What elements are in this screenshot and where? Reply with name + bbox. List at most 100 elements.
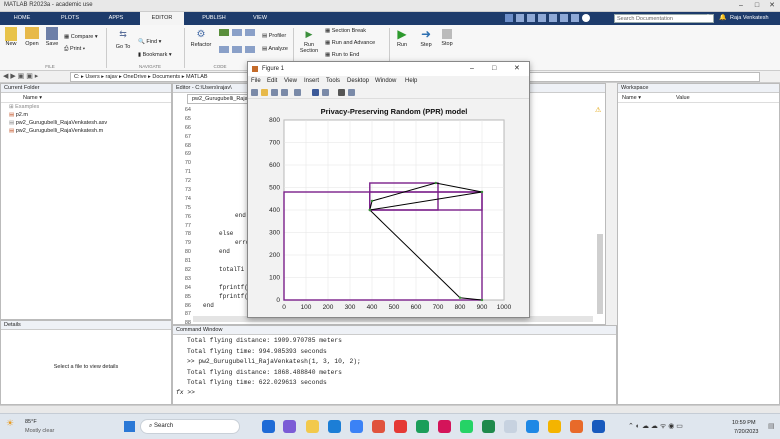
menu-insert[interactable]: Insert: [304, 78, 320, 84]
section-break-button[interactable]: ▦ Section Break: [325, 28, 366, 34]
widgets-icon[interactable]: [262, 420, 275, 433]
print-icon[interactable]: [281, 89, 288, 96]
store-icon[interactable]: [350, 420, 363, 433]
weather-icon[interactable]: ☀: [6, 418, 15, 428]
notification-icon[interactable]: 🔔: [719, 15, 727, 21]
vscode-icon[interactable]: [526, 420, 539, 433]
stop-button[interactable]: Stop: [438, 27, 456, 47]
code-line[interactable]: else: [219, 230, 234, 237]
app-icon[interactable]: [482, 420, 495, 433]
horizontal-scrollbar[interactable]: [193, 316, 593, 322]
word-icon[interactable]: [592, 420, 605, 433]
back-icon[interactable]: ◀ ▶ ▣ ▣ ▸: [3, 73, 39, 80]
taskbar-search[interactable]: ⌕ Search: [140, 419, 240, 434]
fx-icon[interactable]: [232, 29, 242, 36]
code-line[interactable]: erro: [235, 239, 250, 246]
figure-window[interactable]: Figure 1 – □ ✕ File Edit View Insert Too…: [247, 61, 530, 318]
code-line[interactable]: fprintf(: [219, 284, 248, 291]
clock-date[interactable]: 7/20/2023: [734, 429, 759, 435]
vertical-scrollbar[interactable]: [597, 234, 603, 314]
close-button[interactable]: ✕: [514, 65, 520, 72]
compare-button[interactable]: ▦ Compare ▾: [64, 34, 98, 40]
tab-editor[interactable]: EDITOR: [140, 12, 184, 25]
editor-tab[interactable]: pw2_Gurugubelli_Raja: [187, 94, 253, 104]
minimize-button[interactable]: –: [470, 65, 474, 72]
run-button[interactable]: ▶ Run: [393, 27, 411, 48]
menu-desktop[interactable]: Desktop: [347, 78, 370, 84]
system-tray-icons[interactable]: ⌃ ◐ ☁ ☁ ᯤ ◉ ▭: [628, 423, 683, 430]
chrome-icon[interactable]: [548, 420, 561, 433]
tab-view[interactable]: VIEW: [252, 15, 268, 21]
tab-plots[interactable]: PLOTS: [60, 15, 80, 21]
new-figure-icon[interactable]: [251, 89, 258, 96]
weather-temp[interactable]: 85°F: [25, 419, 37, 425]
search-input[interactable]: Search Documentation: [614, 14, 714, 23]
step-button[interactable]: ➜ Step: [416, 27, 436, 48]
matlab-icon[interactable]: [570, 420, 583, 433]
smart-indent-icon[interactable]: [245, 45, 255, 53]
property-icon[interactable]: [348, 89, 355, 96]
teams-icon[interactable]: [283, 420, 296, 433]
code-line[interactable]: end: [235, 212, 246, 219]
clock-time[interactable]: 10:59 PM: [732, 420, 756, 426]
code-line[interactable]: end: [219, 248, 230, 255]
colorbar-icon[interactable]: [312, 89, 319, 96]
file-explorer-icon[interactable]: [306, 420, 319, 433]
open-button[interactable]: Open: [22, 27, 42, 47]
edge-icon[interactable]: [328, 420, 341, 433]
list-item[interactable]: ▤ pw2_Gurugubelli_RajaVenkatesh.m: [1, 127, 171, 135]
menu-edit[interactable]: Edit: [267, 78, 278, 84]
open-icon[interactable]: [261, 89, 268, 96]
indent-icon[interactable]: [219, 45, 229, 53]
legend-icon[interactable]: [322, 89, 329, 96]
crumb[interactable]: OneDrive: [123, 74, 147, 80]
save-icon[interactable]: [271, 89, 278, 96]
col-value[interactable]: Value: [676, 95, 690, 101]
pointer-icon[interactable]: [338, 89, 345, 96]
undo-icon[interactable]: [549, 14, 557, 22]
whatsapp-icon[interactable]: [460, 420, 473, 433]
comment-icon[interactable]: [245, 29, 255, 36]
run-section-button[interactable]: ▶ Run Section: [298, 29, 320, 54]
col-name[interactable]: Name ▾: [622, 95, 641, 101]
app-icon[interactable]: [416, 420, 429, 433]
new-button[interactable]: New: [2, 27, 20, 47]
run-advance-button[interactable]: ▦ Run and Advance: [325, 40, 376, 46]
crumb[interactable]: C:: [74, 74, 80, 80]
start-icon[interactable]: [124, 421, 135, 432]
app-icon[interactable]: [394, 420, 407, 433]
refactor-button[interactable]: ⚙ Refactor: [188, 29, 214, 48]
list-item[interactable]: ⊞ Examples: [9, 104, 40, 110]
code-line[interactable]: totalTi: [219, 266, 245, 273]
close-button[interactable]: ✕: [769, 2, 775, 9]
link-icon[interactable]: [294, 89, 301, 96]
menu-window[interactable]: Window: [375, 78, 397, 84]
maximize-button[interactable]: □: [754, 2, 760, 9]
crumb[interactable]: MATLAB: [186, 74, 208, 80]
list-item[interactable]: ▤ p2.m: [1, 111, 171, 119]
figure-title-bar[interactable]: Figure 1 – □ ✕: [248, 62, 529, 76]
analyze-button[interactable]: ▤ Analyze: [262, 46, 288, 52]
app-icon[interactable]: [504, 420, 517, 433]
menu-view[interactable]: View: [284, 78, 297, 84]
search-icon[interactable]: ⌕: [706, 13, 710, 20]
list-item[interactable]: ▤ pw2_Gurugubelli_RajaVenkatesh.asv: [1, 119, 171, 127]
redo-icon[interactable]: [560, 14, 568, 22]
insert-icon[interactable]: [219, 29, 229, 36]
column-header-name[interactable]: Name ▾: [1, 93, 171, 103]
help-icon[interactable]: [582, 14, 590, 22]
profiler-button[interactable]: ▤ Profiler: [262, 33, 287, 39]
maximize-button[interactable]: □: [492, 65, 497, 72]
paste-icon[interactable]: [538, 14, 546, 22]
copy-icon[interactable]: [527, 14, 535, 22]
run-to-end-button[interactable]: ▦ Run to End: [325, 52, 360, 58]
tab-home[interactable]: HOME: [13, 15, 31, 21]
user-name[interactable]: Raja Venkatesh: [730, 15, 769, 21]
ppr-plot[interactable]: 0 100 200 300 400 500 600 700 800 900 1000 0 100 200 3…: [248, 100, 529, 318]
crumb[interactable]: Documents: [152, 74, 181, 80]
outdent-icon[interactable]: [232, 45, 242, 53]
save-button[interactable]: Save: [43, 27, 61, 47]
menu-tools[interactable]: Tools: [326, 78, 341, 84]
bookmark-button[interactable]: ▮ Bookmark ▾: [138, 52, 172, 58]
find-button[interactable]: 🔍 Find ▾: [138, 39, 162, 45]
